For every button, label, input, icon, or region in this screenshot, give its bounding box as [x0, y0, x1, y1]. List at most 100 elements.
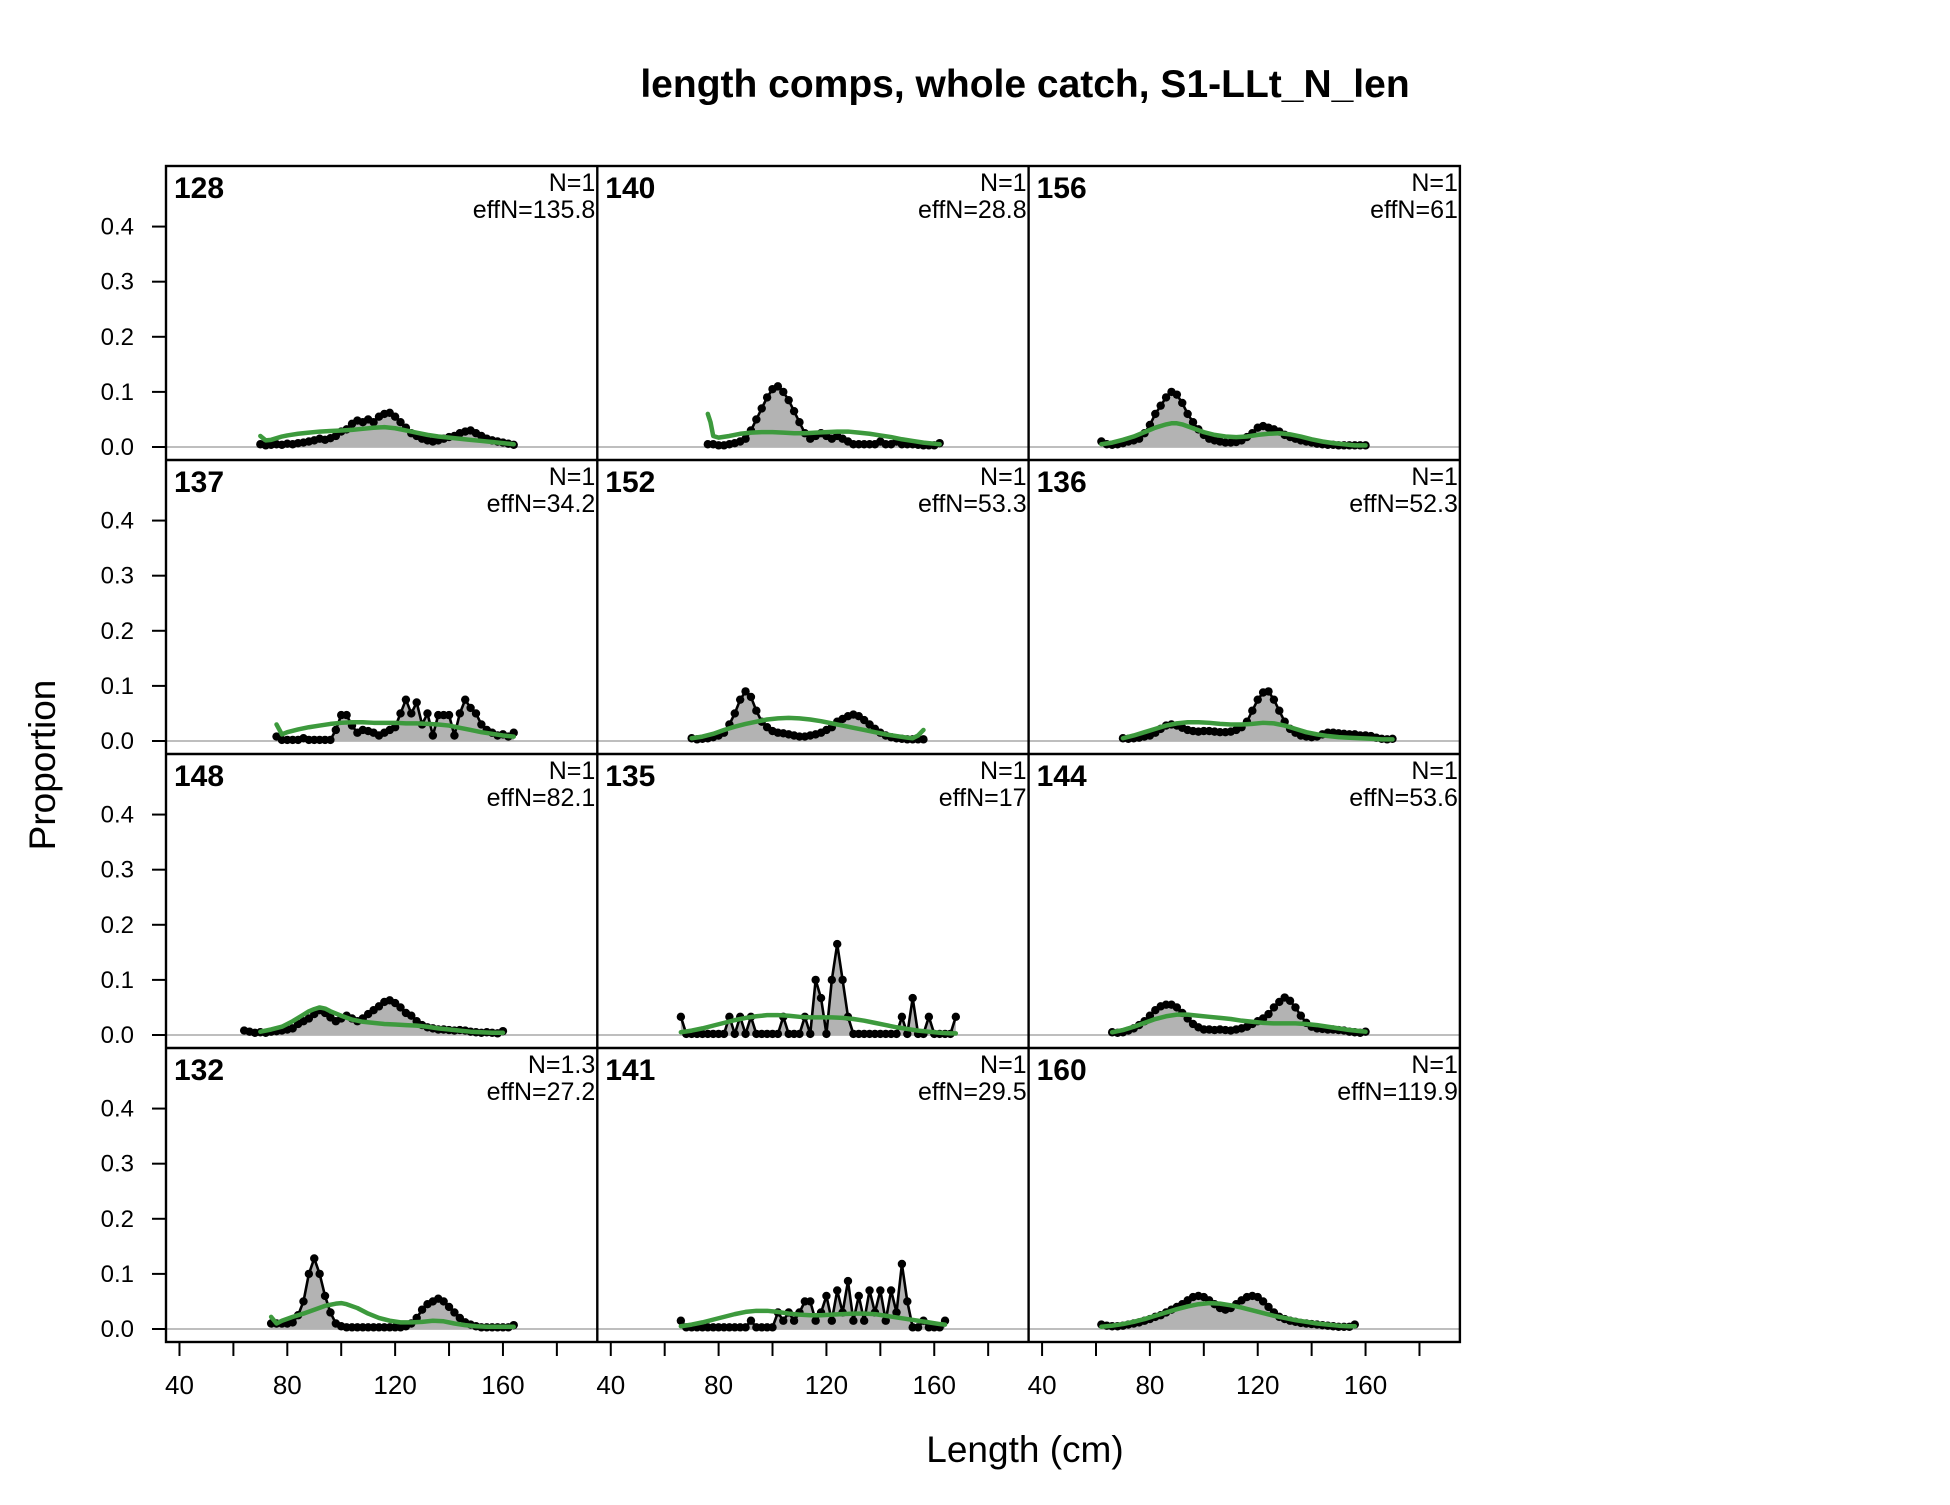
- observed-point: [822, 1029, 831, 1039]
- observed-point: [310, 1254, 319, 1263]
- observed-point: [288, 1318, 297, 1327]
- panel-n-label: N=1: [980, 169, 1027, 197]
- observed-point: [833, 1286, 842, 1295]
- observed-point: [390, 412, 400, 421]
- expected-line: [258, 424, 516, 447]
- panel-n-label: N=1: [980, 1051, 1027, 1079]
- panel-effn-label: effN=53.6: [1349, 784, 1458, 812]
- panel-n-label: N=1: [549, 463, 596, 491]
- observed-point: [407, 1011, 416, 1020]
- observed-point: [903, 1029, 912, 1039]
- observed-point: [1264, 687, 1273, 696]
- observed-point: [903, 1297, 912, 1306]
- observed-point: [886, 1286, 896, 1295]
- y-tick-label: 0.0: [101, 1022, 134, 1049]
- y-tick-label: 0.4: [101, 508, 134, 535]
- observed-line: [679, 942, 958, 1036]
- expected-line: [1099, 1300, 1358, 1330]
- observed-point: [897, 1259, 907, 1269]
- panel-effn-label: effN=119.9: [1337, 1078, 1458, 1106]
- observed-point: [299, 1297, 308, 1306]
- x-tick-label: 40: [596, 1370, 625, 1400]
- x-tick-label: 80: [273, 1370, 302, 1400]
- x-tick-label: 80: [1135, 1370, 1164, 1400]
- observed-point: [1172, 1003, 1182, 1012]
- observed-point: [822, 1291, 831, 1301]
- axes-layer: 0.00.10.20.30.40.00.10.20.30.40.00.10.20…: [101, 164, 1462, 1400]
- panel-label: 156: [1037, 172, 1087, 205]
- observed-point: [773, 382, 783, 391]
- observed-point: [784, 395, 793, 405]
- x-tick-label: 160: [481, 1370, 524, 1400]
- panel-label: 144: [1037, 760, 1087, 793]
- panel-effn-label: effN=17: [939, 784, 1027, 812]
- panel-label: 128: [174, 172, 224, 205]
- y-tick-label: 0.1: [101, 673, 134, 700]
- observed-point: [396, 418, 405, 427]
- y-tick-label: 0.1: [101, 967, 134, 994]
- x-axis-col-2: 40 80 120 160: [596, 1342, 990, 1400]
- observed-point: [1275, 706, 1284, 715]
- observed-point: [843, 1276, 853, 1286]
- observed-point: [444, 1302, 454, 1312]
- observed-point: [779, 1316, 788, 1325]
- panel-n-label: N=1: [1411, 1051, 1458, 1079]
- expected-line: [705, 411, 942, 447]
- observed-point: [396, 709, 405, 718]
- y-axis-137: 0.0 0.1 0.2 0.3 0.4: [101, 508, 166, 755]
- panel-n-label: N=1: [1411, 757, 1458, 785]
- x-tick-label: 40: [165, 1370, 194, 1400]
- panel-effn-label: effN=135.8: [473, 196, 596, 224]
- observed-point: [423, 709, 432, 718]
- observed-point: [401, 695, 411, 704]
- observed-point: [789, 406, 799, 416]
- y-tick-label: 0.3: [101, 269, 134, 296]
- observed-point: [730, 709, 739, 718]
- observed-point: [428, 731, 438, 740]
- observed-area: [271, 1258, 514, 1329]
- panel-n-label: N=1: [1411, 169, 1458, 197]
- observed-point: [919, 735, 928, 744]
- y-tick-label: 0.3: [101, 1151, 134, 1178]
- observed-point: [407, 709, 416, 718]
- observed-point: [762, 393, 772, 402]
- observed-point: [450, 731, 459, 740]
- observed-point: [816, 993, 826, 1003]
- observed-point: [342, 710, 351, 720]
- observed-point: [450, 1308, 459, 1317]
- observed-point: [444, 710, 454, 720]
- observed-point: [331, 725, 341, 735]
- observed-point: [1172, 390, 1182, 399]
- expected-line: [689, 715, 926, 741]
- observed-point: [304, 1269, 314, 1279]
- panel-label: 148: [174, 760, 224, 793]
- panel-label: 137: [174, 466, 224, 499]
- y-tick-label: 0.1: [101, 379, 134, 406]
- y-tick-label: 0.4: [101, 214, 134, 241]
- y-axis-132: 0.0 0.1 0.2 0.3 0.4: [101, 1096, 166, 1343]
- observed-point: [455, 709, 465, 718]
- observed-point: [811, 1316, 820, 1325]
- panel-n-label: N=1.3: [528, 1051, 595, 1079]
- observed-points: [272, 695, 518, 745]
- observed-point: [746, 1316, 756, 1325]
- observed-point: [326, 1308, 335, 1317]
- panel-effn-label: effN=53.3: [918, 490, 1027, 518]
- observed-point: [1188, 418, 1198, 427]
- observed-point: [439, 1297, 448, 1306]
- panel-effn-label: effN=52.3: [1349, 490, 1458, 518]
- y-tick-label: 0.0: [101, 434, 134, 461]
- observed-point: [811, 975, 820, 985]
- observed-point: [741, 1323, 750, 1332]
- y-tick-label: 0.3: [101, 857, 134, 884]
- panel-label: 141: [605, 1054, 655, 1087]
- observed-point: [897, 1012, 907, 1022]
- observed-point: [1178, 398, 1187, 408]
- observed-point: [827, 1316, 837, 1325]
